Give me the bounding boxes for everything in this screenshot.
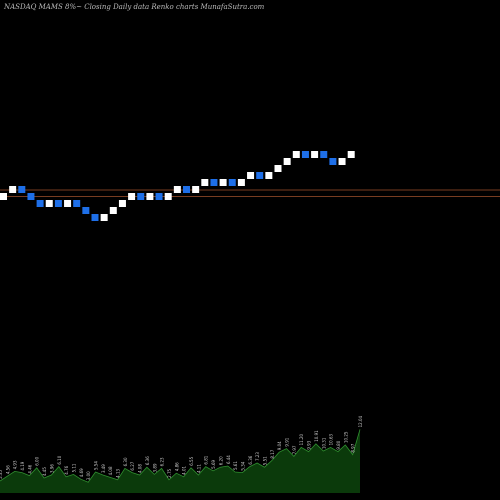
volume-label: 9.93 bbox=[307, 440, 312, 449]
renko-brick-up bbox=[274, 165, 282, 172]
volume-label: 2.75 bbox=[167, 468, 172, 477]
renko-brick-up bbox=[283, 158, 291, 165]
volume-label: 4.69 bbox=[79, 468, 84, 477]
volume-label: 5.11 bbox=[72, 463, 77, 472]
renko-brick-up bbox=[347, 151, 355, 158]
renko-brick-down bbox=[27, 193, 35, 200]
renko-brick-up bbox=[265, 172, 273, 179]
volume-label: 4.56 bbox=[5, 465, 10, 474]
renko-brick-up bbox=[292, 151, 300, 158]
renko-brick-up bbox=[45, 200, 53, 207]
volume-label: 10.25 bbox=[343, 431, 348, 443]
volume-label: 7.23 bbox=[255, 452, 260, 461]
renko-brick-down bbox=[329, 158, 337, 165]
renko-brick-down bbox=[155, 193, 163, 200]
volume-label: 5.54 bbox=[94, 461, 99, 470]
renko-brick-up bbox=[219, 179, 227, 186]
renko-brick-up bbox=[100, 214, 108, 221]
volume-label: 10.91 bbox=[314, 430, 319, 442]
volume-fill bbox=[0, 429, 360, 493]
renko-brick-down bbox=[137, 193, 145, 200]
renko-brick-down bbox=[183, 186, 190, 193]
volume-label: 6.27 bbox=[130, 461, 135, 470]
volume-label: 3.00 bbox=[86, 471, 91, 480]
volume-label: 7.97 bbox=[292, 445, 297, 454]
volume-label: 6.23 bbox=[160, 457, 165, 466]
volume-labels: 5.354.564.93 4.19 4.466.004.45 3.966.104.76… bbox=[0, 415, 363, 480]
volume-label: 5.61 bbox=[233, 461, 238, 470]
renko-brick-up bbox=[146, 193, 154, 200]
volume-area bbox=[0, 429, 361, 493]
volume-label: 4.45 bbox=[42, 467, 47, 476]
renko-brick-up bbox=[164, 193, 172, 200]
volume-label: 12.04 bbox=[358, 415, 363, 427]
volume-label: 4.08 bbox=[108, 466, 113, 475]
renko-brick-up bbox=[311, 151, 319, 158]
renko-brick-up bbox=[173, 186, 181, 193]
volume-label: 10.31 bbox=[321, 437, 326, 449]
volume-label: 6.36 bbox=[248, 455, 253, 464]
chart-header: NASDAQ MAMS 8%~ Closing Daily data Renko… bbox=[3, 3, 265, 11]
volume-label: 6.55 bbox=[189, 456, 194, 465]
renko-brick-up bbox=[247, 172, 255, 179]
volume-label: 4.11 bbox=[196, 464, 201, 473]
renko-brick-down bbox=[18, 186, 26, 193]
volume-label: 6.81 bbox=[204, 455, 209, 464]
volume-label: 6.36 bbox=[145, 456, 150, 465]
volume-label: 9.04 bbox=[277, 441, 282, 450]
volume-label: 6.00 bbox=[35, 456, 40, 465]
volume-label: 5.69 bbox=[211, 459, 216, 468]
volume-label: 4.86 bbox=[174, 462, 179, 471]
level-lines bbox=[0, 189, 500, 197]
volume-label: 4.01 bbox=[182, 465, 187, 474]
volume-label: 10.63 bbox=[329, 433, 334, 445]
volume-label: 6.44 bbox=[226, 455, 231, 464]
volume-label: 4.08 bbox=[138, 464, 143, 473]
renko-brick-up bbox=[338, 158, 346, 165]
volume-label: 5.35 bbox=[0, 470, 3, 479]
volume-label: 5.34 bbox=[240, 461, 245, 470]
volume-label: 6.30 bbox=[123, 457, 128, 466]
renko-brick-up bbox=[237, 179, 245, 186]
renko-bricks bbox=[0, 151, 355, 221]
volume-label: 4.19 bbox=[20, 461, 25, 470]
renko-brick-up bbox=[64, 200, 72, 207]
volume-label: 8.97 bbox=[351, 443, 356, 452]
renko-brick-down bbox=[82, 207, 90, 214]
volume-label: 3.96 bbox=[49, 464, 54, 473]
volume-label: 9.91 bbox=[285, 437, 290, 446]
volume-label: 5.51 bbox=[263, 456, 268, 465]
renko-brick-down bbox=[256, 172, 264, 179]
volume-label: 8.17 bbox=[270, 449, 275, 458]
volume-label: 3.89 bbox=[152, 463, 157, 472]
volume-label: 11.20 bbox=[299, 433, 304, 445]
renko-brick-down bbox=[320, 151, 328, 158]
renko-brick-down bbox=[54, 200, 62, 207]
volume-label: 9.80 bbox=[336, 440, 341, 449]
renko-brick-up bbox=[9, 186, 17, 193]
volume-label: 4.46 bbox=[27, 464, 32, 473]
renko-brick-down bbox=[228, 179, 236, 186]
volume-label: 4.13 bbox=[116, 468, 121, 477]
renko-brick-up bbox=[118, 200, 126, 207]
renko-brick-down bbox=[36, 200, 44, 207]
renko-brick-up bbox=[201, 179, 209, 186]
volume-label: 6.20 bbox=[218, 456, 223, 465]
renko-brick-down bbox=[210, 179, 218, 186]
volume-label: 6.10 bbox=[57, 455, 62, 464]
renko-brick-up bbox=[0, 193, 7, 200]
renko-brick-up bbox=[128, 193, 136, 200]
volume-label: 3.49 bbox=[101, 464, 106, 473]
renko-brick-up bbox=[192, 186, 200, 193]
renko-brick-down bbox=[73, 200, 81, 207]
volume-label: 4.93 bbox=[13, 460, 18, 469]
renko-brick-down bbox=[91, 214, 99, 221]
volume-line bbox=[0, 429, 361, 483]
renko-brick-up bbox=[109, 207, 117, 214]
volume-label: 4.76 bbox=[64, 465, 69, 474]
renko-brick-down bbox=[301, 151, 309, 158]
